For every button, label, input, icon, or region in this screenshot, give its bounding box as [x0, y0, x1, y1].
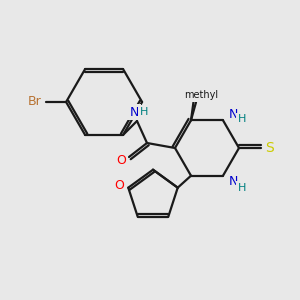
- Text: N: N: [228, 175, 238, 188]
- Text: methyl: methyl: [184, 90, 218, 100]
- Text: O: O: [116, 154, 126, 166]
- Text: N: N: [228, 108, 238, 121]
- Text: N: N: [129, 106, 139, 118]
- Text: H: H: [238, 183, 246, 193]
- Text: H: H: [238, 114, 246, 124]
- Text: H: H: [140, 107, 148, 117]
- Text: O: O: [114, 179, 124, 192]
- Text: Br: Br: [28, 95, 42, 109]
- Text: S: S: [266, 141, 274, 155]
